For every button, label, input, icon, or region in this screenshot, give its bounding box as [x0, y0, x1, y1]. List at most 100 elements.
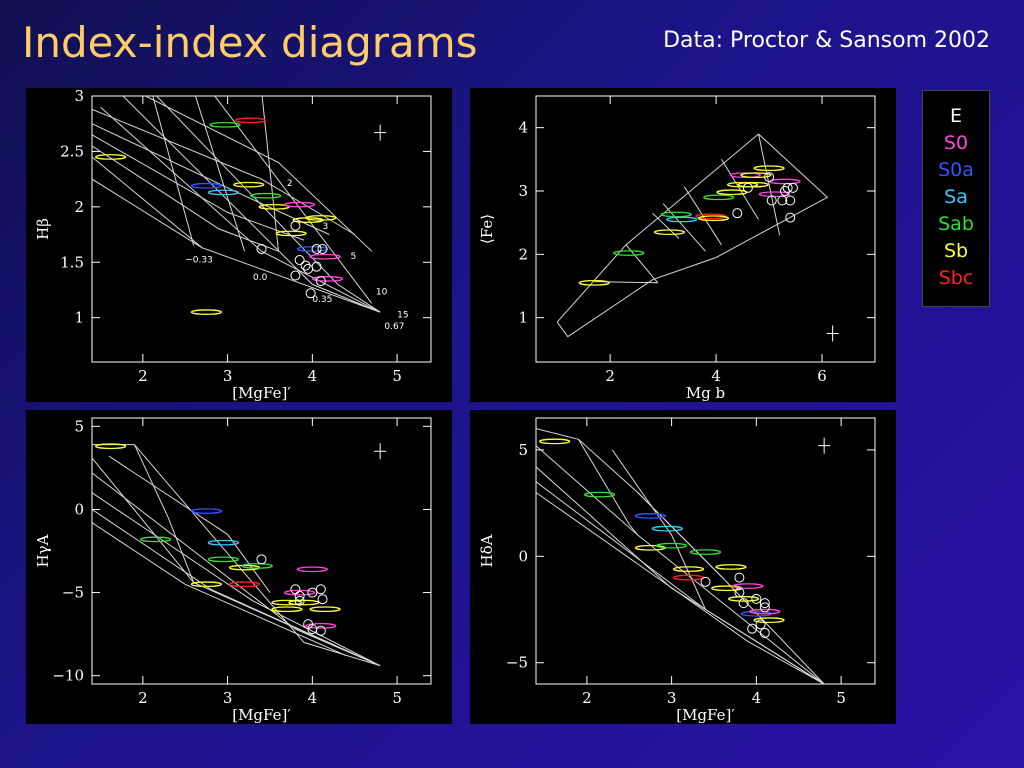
- y-tick-label: −5: [506, 654, 528, 672]
- y-tick-label: −5: [62, 584, 84, 602]
- model-grid-line: [683, 186, 722, 246]
- model-grid-line: [536, 428, 825, 684]
- galaxy-ellipse-marker: [207, 189, 240, 196]
- elliptical-galaxy-point: [759, 598, 770, 609]
- model-grid-line: [100, 106, 381, 313]
- y-tick-label: −10: [52, 667, 84, 685]
- galaxy-ellipse-marker: [283, 201, 316, 208]
- grid-annotation: −0.33: [185, 255, 213, 265]
- elliptical-galaxy-point: [734, 572, 745, 583]
- hdelta-vs-mgfe-panel: 2 3 4 5 −5 0 5 [MgFe]′ HδA: [470, 410, 896, 724]
- y-tick-label: 1.5: [60, 253, 84, 271]
- model-grid-line: [720, 159, 759, 220]
- x-tick-label: 4: [308, 367, 318, 385]
- model-grid-line: [536, 445, 825, 684]
- plot-frame: [535, 95, 876, 363]
- elliptical-galaxy-point: [256, 554, 267, 565]
- elliptical-galaxy-point: [777, 195, 788, 206]
- legend-item-s0a: S0a: [938, 159, 974, 181]
- elliptical-galaxy-point: [315, 625, 326, 636]
- model-grid-line: [556, 133, 829, 338]
- y-tick-label: 2.5: [60, 142, 84, 160]
- legend-item-sa: Sa: [944, 186, 968, 208]
- model-grid-line: [133, 444, 195, 583]
- galaxy-ellipse-marker: [305, 622, 337, 629]
- y-tick-label: 1: [518, 309, 528, 327]
- plot-frame: [535, 417, 876, 685]
- grid-annotation: 15: [397, 311, 408, 321]
- hbeta-vs-mgfe-panel: 2 3 4 5 1 1.5 2 2.5 3 [MgFe]′ Hβ 2 3 5 10 15 −0.33 0.0 0.3…: [26, 88, 452, 402]
- elliptical-galaxy-point: [311, 261, 322, 272]
- x-axis-label: [MgFe]′: [232, 706, 291, 724]
- x-axis-label: Mg b: [686, 384, 725, 402]
- elliptical-galaxy-point: [738, 598, 749, 609]
- elliptical-galaxy-point: [317, 594, 328, 605]
- galaxy-ellipse-marker: [613, 250, 645, 256]
- grid-annotation: 0.35: [312, 295, 332, 305]
- model-grid-line: [92, 178, 203, 249]
- model-grid-line: [536, 492, 825, 684]
- y-axis-label: HδA: [478, 534, 496, 567]
- galaxy-ellipse-marker: [655, 542, 688, 549]
- elliptical-galaxy-point: [307, 587, 318, 598]
- y-tick-label: 3: [74, 88, 84, 105]
- grid-annotation: 0.0: [253, 273, 268, 283]
- model-grid-line: [108, 455, 271, 593]
- x-tick-label: 3: [667, 689, 677, 707]
- x-axis-label: [MgFe]′: [676, 706, 735, 724]
- model-grid-line: [92, 444, 381, 667]
- galaxy-ellipse-marker: [207, 556, 240, 563]
- galaxy-ellipse-marker: [697, 215, 730, 222]
- model-grid-line: [662, 203, 706, 252]
- y-axis-label: HγA: [34, 534, 52, 567]
- model-grid-line: [92, 492, 381, 667]
- model-grid-line: [144, 96, 373, 252]
- galaxy-ellipse-marker: [94, 443, 127, 450]
- fe-vs-mgb-panel: 2 4 6 1 2 3 4 Mg b ⟨Fe⟩: [470, 88, 896, 402]
- model-grid-line: [577, 439, 639, 536]
- galaxy-ellipse-marker: [732, 583, 764, 589]
- elliptical-galaxy-point: [700, 576, 711, 587]
- model-grid-line: [92, 508, 381, 667]
- x-tick-label: 3: [223, 689, 233, 707]
- grid-annotation: 5: [350, 252, 356, 262]
- model-grid-line: [92, 522, 347, 657]
- model-grid-line: [637, 492, 723, 578]
- x-tick-label: 5: [836, 689, 846, 707]
- y-tick-label: 2: [74, 198, 84, 216]
- elliptical-galaxy-point: [317, 243, 328, 254]
- elliptical-galaxy-point: [290, 584, 301, 595]
- galaxy-ellipse-marker: [653, 229, 686, 236]
- galaxy-ellipse-marker: [716, 189, 748, 196]
- galaxy-ellipse-marker: [672, 566, 705, 572]
- galaxy-ellipse-marker: [139, 536, 172, 543]
- plot-frame: [91, 417, 432, 685]
- elliptical-galaxy-point: [300, 260, 311, 271]
- chart-svg: 2 3 4 5 −10 −5 0 5 [MgFe]′ HγA: [34, 417, 432, 724]
- galaxy-ellipse-marker: [241, 563, 273, 569]
- x-tick-label: 2: [138, 689, 148, 707]
- model-grid-line: [611, 449, 706, 610]
- y-tick-label: 5: [74, 417, 84, 435]
- data-credit: Data: Proctor & Sansom 2002: [663, 28, 990, 53]
- galaxy-ellipse-marker: [190, 581, 223, 588]
- galaxy-ellipse-marker: [715, 564, 747, 570]
- model-grid-line: [194, 96, 246, 252]
- elliptical-galaxy-point: [294, 255, 305, 266]
- x-tick-label: 5: [392, 367, 402, 385]
- model-grid-line: [152, 96, 195, 246]
- legend-box: E S0 S0a Sa Sab Sb Sbc: [922, 90, 990, 307]
- elliptical-galaxy-point: [782, 182, 793, 193]
- galaxy-ellipse-marker: [309, 253, 341, 260]
- model-grid-line: [92, 156, 381, 313]
- elliptical-galaxy-point: [787, 182, 798, 193]
- galaxy-ellipse-marker: [727, 596, 760, 602]
- elliptical-galaxy-point: [766, 195, 777, 206]
- elliptical-galaxy-point: [785, 212, 796, 223]
- slide-title: Index-index diagrams: [22, 18, 478, 67]
- model-grid-line: [122, 96, 381, 313]
- elliptical-galaxy-point: [734, 587, 745, 598]
- elliptical-galaxy-point: [755, 619, 766, 630]
- galaxy-ellipse-marker: [233, 181, 265, 188]
